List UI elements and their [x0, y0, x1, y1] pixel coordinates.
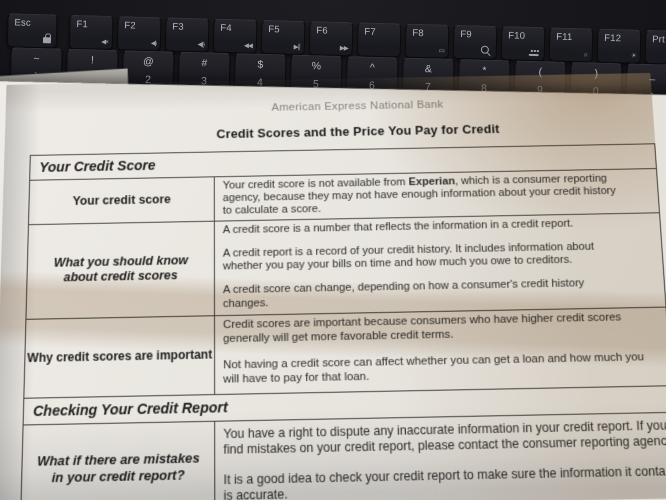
bank-name: American Express National Bank — [271, 99, 444, 114]
paper-stack: American Express National Bank Credit Sc… — [0, 9, 666, 500]
row-content: Credit scores are important because cons… — [223, 311, 645, 386]
row-content: Your credit score is not available from … — [222, 172, 617, 217]
experian-bold: Experian — [408, 175, 456, 189]
row-label: Your credit score — [28, 177, 215, 224]
document-title: Credit Scores and the Price You Pay for … — [216, 121, 500, 142]
table-row-why-scores-important: Why credit scores are important Credit s… — [24, 306, 666, 398]
credit-score-table: Your Credit Score Your credit score Your… — [19, 143, 666, 500]
row-label: Why credit scores are important — [24, 315, 216, 398]
table-row-mistakes-credit-report: What if there are mistakes in your credi… — [21, 411, 666, 500]
row-label: What if there are mistakes in your credi… — [21, 421, 216, 500]
row-content: A credit score is a number that reflects… — [222, 217, 595, 310]
table-row-what-you-should-know: What you should know about credit scores… — [26, 212, 666, 319]
credit-document: American Express National Bank Credit Sc… — [0, 73, 666, 500]
row-label: What you should know about credit scores — [26, 221, 216, 319]
row-content: You have a right to dispute any inaccura… — [223, 417, 666, 500]
